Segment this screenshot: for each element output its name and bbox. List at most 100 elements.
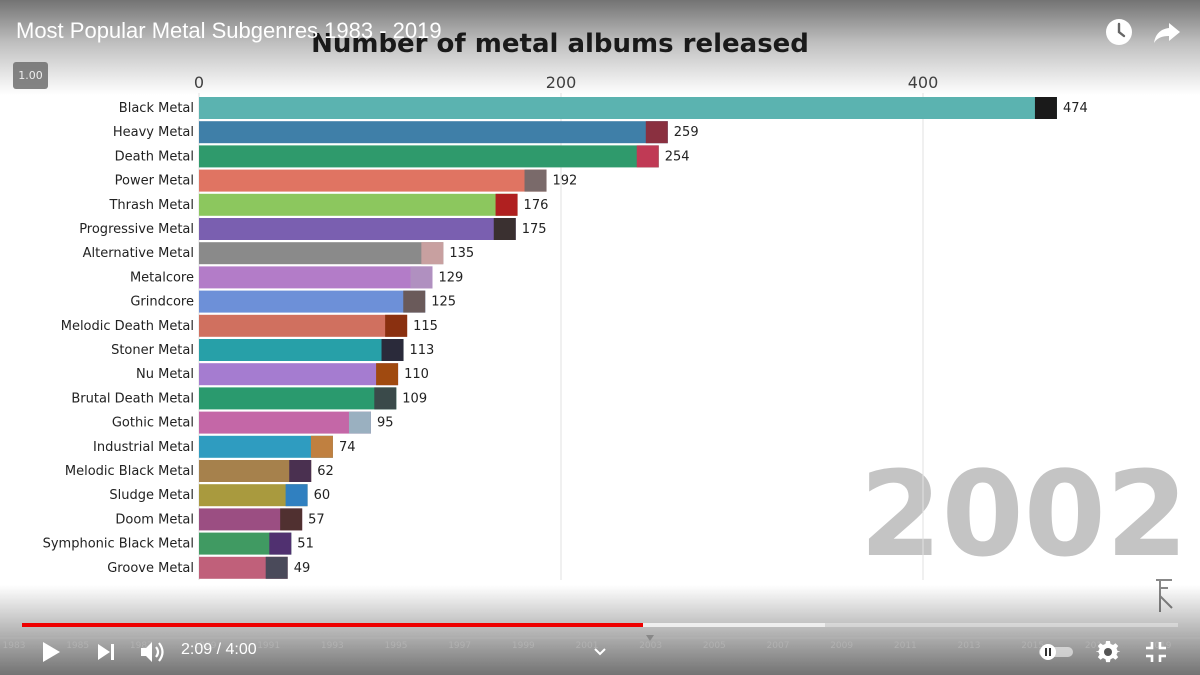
share-arrow-icon[interactable] <box>1151 16 1183 48</box>
bar <box>199 460 312 482</box>
timeline-year-2003: 2003 <box>639 641 663 651</box>
bar <box>199 242 444 265</box>
album-thumbnail <box>310 435 333 458</box>
album-thumbnail <box>285 484 308 507</box>
album-thumbnail <box>348 411 371 434</box>
value-label: 135 <box>449 246 474 261</box>
next-button[interactable] <box>92 638 120 666</box>
timeline-year-1985: 1985 <box>66 641 90 651</box>
chevron-down-icon <box>594 648 606 656</box>
album-thumbnail <box>524 169 547 192</box>
exit-fullscreen-button[interactable] <box>1142 638 1170 666</box>
bar <box>199 556 288 579</box>
volume-icon <box>141 642 164 662</box>
gear-icon <box>1096 640 1120 663</box>
bar <box>199 193 518 216</box>
category-label: Brutal Death Metal <box>71 391 194 406</box>
timeline-year-1993: 1993 <box>320 641 344 651</box>
value-label: 51 <box>297 537 314 552</box>
video-title[interactable]: Most Popular Metal Subgenres 1983 - 2019 <box>16 18 442 43</box>
timeline-year-1995: 1995 <box>384 641 408 651</box>
exit-fullscreen-icon <box>1146 642 1166 662</box>
value-label: 62 <box>317 464 334 479</box>
album-thumbnail <box>376 363 399 386</box>
album-thumbnail <box>374 387 397 410</box>
timeline-year-1987: 1987 <box>129 641 153 651</box>
category-label: Power Metal <box>115 174 194 189</box>
x-tick-label: 0 <box>194 73 204 92</box>
bar <box>199 145 659 168</box>
album-thumbnail <box>289 460 312 482</box>
duration: 4:00 <box>225 641 257 658</box>
bar <box>199 290 426 313</box>
timeline-year-2011: 2011 <box>893 641 917 651</box>
category-label: Doom Metal <box>115 512 194 527</box>
timeline-year-1991: 1991 <box>257 641 281 651</box>
bar <box>199 532 292 555</box>
value-label: 192 <box>553 174 578 189</box>
value-label: 175 <box>522 222 547 237</box>
bar <box>199 363 399 386</box>
album-thumbnail <box>381 339 404 361</box>
bar <box>199 339 404 361</box>
bar <box>199 508 303 531</box>
timeline-year-1999: 1999 <box>511 641 535 651</box>
album-thumbnail <box>636 145 659 168</box>
value-label: 74 <box>339 440 356 455</box>
progress-bar[interactable] <box>22 623 1178 627</box>
play-icon <box>43 642 60 662</box>
album-thumbnail <box>385 314 408 337</box>
bar <box>199 169 547 192</box>
year-watermark: 2002 <box>860 445 1188 583</box>
play-button[interactable] <box>36 638 66 666</box>
value-label: 474 <box>1063 101 1088 116</box>
timeline-year-2005: 2005 <box>702 641 726 651</box>
value-label: 57 <box>308 512 325 527</box>
album-thumbnail <box>495 193 518 216</box>
time-separator: / <box>212 641 226 658</box>
channel-logo-icon <box>1156 579 1173 612</box>
bar <box>199 314 408 337</box>
bar <box>199 387 397 410</box>
settings-button[interactable] <box>1094 638 1122 666</box>
value-label: 60 <box>314 488 331 503</box>
category-label: Progressive Metal <box>79 222 194 237</box>
value-label: 109 <box>402 391 427 406</box>
value-label: 115 <box>413 319 438 334</box>
category-label: Symphonic Black Metal <box>43 537 194 552</box>
volume-button[interactable] <box>136 638 168 666</box>
timeline-year-2017: 2017 <box>1084 641 1108 651</box>
bar <box>199 266 433 289</box>
autoplay-toggle[interactable] <box>1036 638 1076 666</box>
value-label: 176 <box>524 198 549 213</box>
progress-played <box>22 623 644 627</box>
bar <box>199 435 333 458</box>
bar <box>199 97 1057 119</box>
album-thumbnail <box>645 121 668 144</box>
chapter-button[interactable] <box>590 638 610 666</box>
category-label: Alternative Metal <box>83 246 194 261</box>
category-label: Industrial Metal <box>93 440 194 455</box>
album-thumbnail <box>1034 97 1057 119</box>
bar <box>199 484 308 507</box>
category-label: Black Metal <box>119 101 194 116</box>
bar <box>199 411 371 434</box>
bar <box>199 121 668 144</box>
album-thumbnail <box>421 242 444 265</box>
skip-next-icon <box>98 644 114 660</box>
clock-icon[interactable] <box>1103 16 1135 48</box>
category-label: Melodic Black Metal <box>65 464 194 479</box>
value-label: 110 <box>404 367 429 382</box>
category-label: Melodic Death Metal <box>61 319 194 334</box>
album-thumbnail <box>410 266 433 289</box>
timeline-year-marker <box>646 635 654 641</box>
bar <box>199 218 516 240</box>
value-label: 254 <box>665 149 690 164</box>
value-label: 113 <box>410 343 435 358</box>
x-tick-label: 200 <box>546 73 577 92</box>
category-label: Gothic Metal <box>112 416 194 431</box>
category-label: Sludge Metal <box>109 488 194 503</box>
timeline-year-1989: 1989 <box>193 641 217 651</box>
